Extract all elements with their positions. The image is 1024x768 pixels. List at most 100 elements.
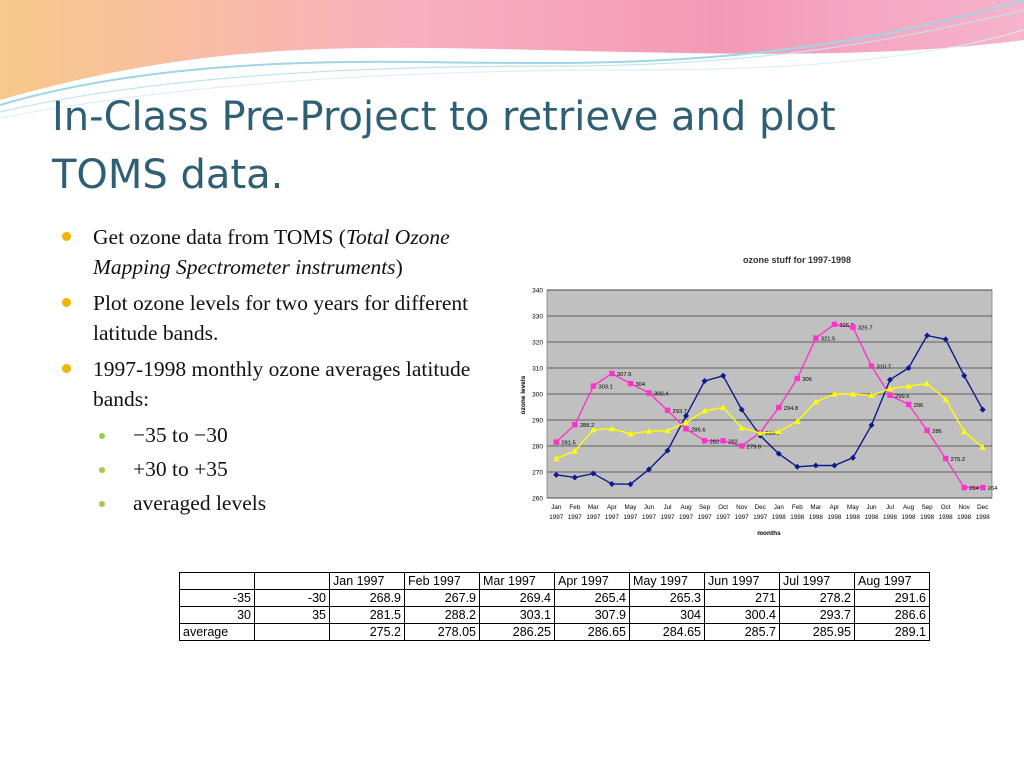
x-tick-label-year: 1997 xyxy=(698,514,713,521)
x-tick-label-year: 1997 xyxy=(679,514,694,521)
series-point-square xyxy=(887,392,893,398)
y-tick-label: 290 xyxy=(532,418,543,425)
table-cell: 30 xyxy=(179,606,255,624)
decorative-swoosh-background xyxy=(0,0,1024,119)
slide-title: In-Class Pre-Project to retrieve and plo… xyxy=(52,88,952,204)
series-point-diamond xyxy=(849,454,856,461)
x-tick-label-month: Jun xyxy=(644,504,655,511)
table-cell: 307.9 xyxy=(554,606,630,624)
sub-bullet-text-average: averaged levels xyxy=(133,491,267,515)
x-tick-label-year: 1998 xyxy=(827,514,842,521)
table-cell: 303.1 xyxy=(479,606,555,624)
data-label: 303.1 xyxy=(598,384,613,390)
x-tick-label-year: 1998 xyxy=(902,514,917,521)
series-point-square xyxy=(701,438,708,444)
x-axis-label: months xyxy=(757,530,781,537)
table-header-cell: Jan 1997 xyxy=(329,572,405,590)
bullet-text-toms-plain: Get ozone data from TOMS ( xyxy=(93,225,346,249)
table-header-cell: Aug 1997 xyxy=(854,572,930,590)
series-point-triangle xyxy=(682,419,690,425)
series-point-diamond xyxy=(868,422,875,429)
y-axis-ticks: 260 270 280 290 300 310 320 330 340 xyxy=(532,288,543,503)
slide-title-line2: TOMS data. xyxy=(52,152,284,198)
bullet-text-toms-italic: Total Ozone Mapping Spectrometer instrum… xyxy=(93,225,450,279)
series-point-triangle xyxy=(831,390,838,397)
data-label: 310.7 xyxy=(876,365,891,371)
series-point-triangle xyxy=(719,404,727,411)
x-tick-label-month: Jul xyxy=(663,504,671,511)
series-point-diamond xyxy=(887,376,894,383)
series-point-triangle xyxy=(979,444,986,450)
data-label: 326.8 xyxy=(839,323,854,329)
x-tick-label-year: 1998 xyxy=(976,514,991,521)
table-cell: 291.6 xyxy=(854,589,930,607)
series-point-triangle xyxy=(923,380,931,387)
y-tick-label: 280 xyxy=(532,444,543,451)
x-tick-label-year: 1998 xyxy=(809,514,824,521)
y-tick-label: 340 xyxy=(532,288,543,295)
table-row: average 275.2 278.05 286.25 286.65 284.65 285.… xyxy=(179,623,930,641)
data-label: 285.2 xyxy=(765,431,780,437)
bullet-text-plot: Plot ozone levels for two years for diff… xyxy=(93,291,469,345)
table-cell: 278.2 xyxy=(779,589,855,607)
series-point-triangle xyxy=(590,426,597,433)
series-point-diamond xyxy=(942,336,949,343)
series-point-diamond xyxy=(812,462,819,469)
series-point-square xyxy=(572,421,578,428)
table-row: 30 35 281.5 288.2 303.1 307.9 304 300.4 293.7 286… xyxy=(179,606,930,624)
x-tick-label-year: 1998 xyxy=(920,514,935,521)
table-header-cell: Apr 1997 xyxy=(554,572,630,590)
series-point-square xyxy=(664,407,671,414)
x-tick-label-month: May xyxy=(847,504,860,511)
data-label: 286 xyxy=(932,429,942,435)
table-header-cell: Feb 1997 xyxy=(404,572,480,590)
series-point-triangle xyxy=(775,428,782,435)
series-point-diamond xyxy=(590,470,597,477)
sub-bullet-text-north: +30 to +35 xyxy=(133,457,228,481)
series-point-triangle xyxy=(571,447,579,454)
series-point-square xyxy=(831,321,838,328)
sub-bullet-dot-icon xyxy=(99,467,105,473)
x-tick-label-year: 1997 xyxy=(568,514,583,521)
bullet-item-plot: Plot ozone levels for two years for diff… xyxy=(62,288,482,348)
series-point-square xyxy=(720,438,726,444)
series-point-square xyxy=(627,380,634,387)
bullet-text-averages: 1997-1998 monthly ozone averages latitud… xyxy=(93,357,471,411)
bullet-text-toms-close: ) xyxy=(395,255,403,279)
series-point-triangle xyxy=(664,427,671,434)
series-2 xyxy=(553,380,986,462)
table-cell: 304 xyxy=(629,606,705,624)
series-point-square xyxy=(553,439,559,445)
data-label: 282 xyxy=(728,439,738,445)
table-cell: 265.4 xyxy=(554,589,630,607)
bullet-item-averages: 1997-1998 monthly ozone averages latitud… xyxy=(62,354,482,414)
series-point-triangle xyxy=(608,425,616,432)
table-cell: 286.65 xyxy=(554,623,630,641)
series-point-diamond xyxy=(961,372,968,379)
sub-bullet-average: averaged levels xyxy=(93,488,482,518)
sub-bullet-south: −35 to −30 xyxy=(93,420,482,450)
bullet-dot-icon xyxy=(62,364,71,373)
x-axis-ticks: Jan 1997 Feb 1997 Mar 1997 Apr 1997 May 1997 Jun 19… xyxy=(549,504,990,521)
x-tick-label-month: Apr xyxy=(607,504,617,511)
series-point-square xyxy=(813,335,819,341)
table-cell: 289.1 xyxy=(854,623,930,641)
x-tick-label-month: Oct xyxy=(941,504,951,511)
table-cell: 293.7 xyxy=(779,606,855,624)
bullet-dot-icon xyxy=(62,232,71,241)
table-cell: 286.25 xyxy=(479,623,555,641)
x-tick-label-month: Nov xyxy=(959,504,971,511)
data-label: 300.4 xyxy=(654,391,669,397)
sub-bullet-list: −35 to −30 +30 to +35 averaged levels xyxy=(62,420,482,518)
x-tick-label-month: Mar xyxy=(810,504,821,511)
y-tick-label: 310 xyxy=(532,366,543,373)
x-tick-label-month: Dec xyxy=(977,504,988,511)
series-point-square xyxy=(646,390,652,396)
data-label: 288.2 xyxy=(580,423,595,429)
x-tick-label-month: Mar xyxy=(588,504,599,511)
table-header-row: Jan 1997 Feb 1997 Mar 1997 Apr 1997 May 1997… xyxy=(179,572,930,590)
y-tick-label: 270 xyxy=(532,470,543,477)
x-tick-label-year: 1998 xyxy=(957,514,972,521)
table-cell: -30 xyxy=(254,589,330,607)
x-tick-label-year: 1997 xyxy=(661,514,676,521)
